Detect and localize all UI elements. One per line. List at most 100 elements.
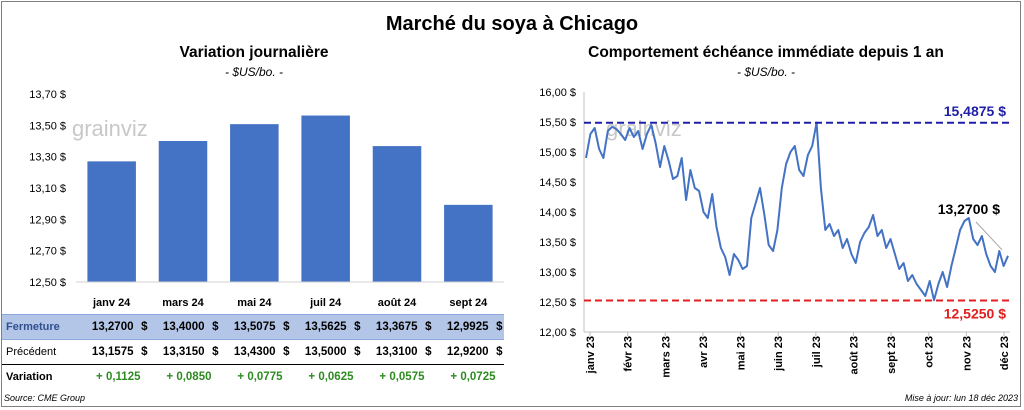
bar [444,204,493,282]
cell-value: + 0,0725 [450,371,496,383]
x-tick-label: oct 23 [924,336,936,368]
table-row: Fermeture 13,2700 $13,4000 $13,5075 $13,5625… [2,314,504,340]
y-tick-label: 13,50 $ [29,120,66,132]
left-chart-subtitle: - $US/bo. - [224,65,284,79]
cell-value: 12,9200 [446,346,489,358]
x-tick-label: janv 23 [585,336,597,374]
table-cell: 13,3675 $ [362,314,433,340]
y-tick-label: 13,10 $ [29,183,66,195]
cell-value: 12,9925 [446,321,489,333]
cell-value: + 0,0575 [379,371,425,383]
bar [230,124,279,283]
cell-value: 13,2700 [91,321,134,333]
cell-unit: $ [283,346,290,358]
table-cell: 13,5075 $ [220,314,291,340]
y-tick-label: 12,50 $ [539,297,576,309]
table-cell: + 0,0575 [362,365,433,390]
x-tick-label: nov 23 [961,336,973,371]
cell-value: 13,5625 [304,321,347,333]
cell-value: 13,4000 [162,321,205,333]
y-tick-label: 12,50 $ [29,277,66,289]
table-cell: 13,5625 $ [291,314,362,340]
x-tick-label: mars 23 [660,336,672,378]
left-chart-title: Variation journalière [179,44,329,61]
bar [87,161,136,282]
cell-value: 13,1575 [91,346,134,358]
y-tick-label: 14,00 $ [539,207,576,219]
cell-unit: $ [496,321,503,333]
row-label: Précédent [2,339,78,365]
x-tick-label: juil 24 [309,297,342,309]
table-cell: 13,3150 $ [149,339,220,365]
table-cell: 13,5000 $ [291,339,362,365]
source-note: Source: CME Group [4,393,86,403]
cell-unit: $ [212,321,219,333]
x-tick-label: févr 23 [623,336,635,371]
x-tick-label: août 24 [378,297,417,309]
table-cell: 12,9200 $ [433,339,504,365]
bar [301,115,350,283]
table-cell: 13,2700 $ [78,314,149,340]
cell-unit: $ [141,346,148,358]
bar [372,146,422,282]
y-tick-label: 15,00 $ [539,147,576,159]
right-chart-title: Comportement échéance immédiate depuis 1… [588,44,944,61]
watermark: grainviz [606,116,682,141]
cell-value: 13,5075 [233,321,276,333]
right-chart-subtitle: - $US/bo. - [736,65,796,79]
bar [158,141,208,282]
x-tick-label: mars 24 [162,297,204,309]
row-label: Variation [6,371,53,383]
table-cell: 13,4000 $ [149,314,220,340]
cell-value: 13,5000 [304,346,347,358]
table-cell: 13,4300 $ [220,339,291,365]
x-tick-label: janv 24 [92,297,131,309]
table-cell: 13,1575 $ [78,339,149,365]
bar-chart: 12,50 $ 12,70 $ 12,90 $ 13,10 $ 13,30 $ 13,50… [29,89,504,309]
table-cell: 13,3100 $ [362,339,433,365]
y-tick-label: 13,50 $ [539,237,576,249]
y-tick-label: 13,30 $ [29,152,66,164]
x-tick-label: mai 24 [237,297,272,309]
y-tick-label: 13,70 $ [29,89,66,101]
cell-value: 13,4300 [233,346,276,358]
cell-value: 13,3150 [162,346,205,358]
x-tick-label: avr 23 [698,336,710,368]
table-row: Variation + 0,1125 + 0,0850 + 0,0775 + 0,062… [2,365,504,390]
cell-unit: $ [354,321,361,333]
cell-value: + 0,0775 [237,371,283,383]
main-title: Marché du soya à Chicago [385,13,639,35]
price-table: Fermeture 13,2700 $13,4000 $13,5075 $13,5625… [2,314,504,389]
cell-value: 13,3675 [375,321,418,333]
y-tick-label: 15,50 $ [539,117,576,129]
low-label: 12,5250 $ [944,306,1006,322]
table-cell: 12,9925 $ [433,314,504,340]
x-tick-label: sept 24 [449,297,488,309]
cell-unit: $ [425,346,432,358]
cell-unit: $ [496,346,503,358]
y-tick-label: 16,00 $ [539,87,576,99]
cell-value: 13,3100 [375,346,418,358]
table-cell: + 0,0725 [433,365,504,390]
y-tick-label: 12,90 $ [29,214,66,226]
cell-value: + 0,0850 [166,371,212,383]
line-chart: 12,00 $ 12,50 $ 13,00 $ 13,50 $ 14,00 $ 14,50… [539,87,1011,378]
x-tick-label: juin 23 [773,336,785,372]
x-tick-label: mai 23 [736,336,748,370]
x-tick-label: août 23 [848,336,860,375]
cell-unit: $ [354,346,361,358]
table-cell: + 0,0625 [291,365,362,390]
cell-value: + 0,1125 [96,371,141,383]
update-note: Mise à jour: lun 18 déc 2023 [904,393,1018,403]
x-tick-label: déc 23 [999,336,1011,370]
table-cell: + 0,0850 [149,365,220,390]
last-value-leader [975,221,1003,251]
high-label: 15,4875 $ [944,103,1006,119]
table-row: Précédent 13,1575 $13,3150 $13,4300 $13,5000… [2,339,504,365]
cell-value: + 0,0625 [308,371,354,383]
last-value-label: 13,2700 $ [938,201,1000,217]
y-tick-label: 12,70 $ [29,246,66,258]
cell-unit: $ [212,346,219,358]
cell-unit: $ [141,321,148,333]
